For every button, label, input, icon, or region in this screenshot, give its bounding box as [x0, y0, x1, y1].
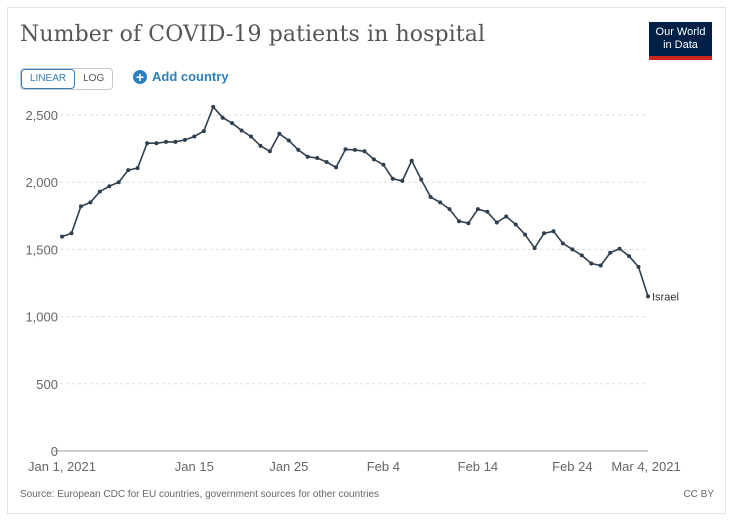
logo-line-2: in Data	[663, 39, 698, 51]
data-point	[466, 221, 471, 226]
linear-scale-button[interactable]: LINEAR	[21, 69, 76, 89]
data-point	[560, 241, 565, 246]
chart-frame	[7, 7, 726, 514]
data-point	[164, 139, 168, 144]
owid-logo[interactable]: Our World in Data	[649, 22, 712, 60]
data-point	[570, 247, 575, 252]
x-tick-label: Feb 14	[458, 459, 498, 474]
plus-circle-icon: +	[133, 69, 147, 84]
data-point	[145, 141, 150, 146]
data-point	[60, 234, 64, 239]
logo-line-1: Our World	[655, 26, 706, 38]
data-point	[362, 149, 367, 154]
data-point	[69, 231, 74, 236]
data-point	[230, 121, 235, 126]
x-tick-label: Jan 15	[175, 459, 214, 474]
data-point	[97, 189, 102, 194]
series-label: Israel	[652, 291, 679, 303]
data-point	[475, 207, 480, 212]
data-point	[532, 246, 537, 251]
data-point	[617, 246, 622, 251]
data-point	[523, 232, 528, 237]
y-tick-label: 2,000	[25, 175, 58, 190]
data-point	[107, 184, 112, 189]
data-point	[154, 141, 159, 146]
data-point	[324, 160, 329, 164]
data-point	[192, 134, 197, 139]
data-point	[78, 204, 83, 209]
data-point	[579, 253, 584, 258]
data-point	[182, 137, 187, 142]
data-point	[636, 264, 641, 269]
data-point	[211, 104, 216, 109]
data-point	[343, 147, 348, 152]
data-point	[457, 219, 461, 224]
x-tick-label: Feb 4	[367, 459, 400, 474]
data-point	[286, 138, 291, 143]
chart-title: Number of COVID-19 patients in hospital	[20, 22, 486, 47]
x-tick-label: Feb 24	[552, 459, 592, 474]
data-point	[551, 229, 556, 234]
data-point	[116, 180, 121, 185]
data-point	[419, 177, 424, 182]
data-point	[646, 294, 650, 299]
log-scale-button[interactable]: LOG	[83, 73, 105, 84]
source-note: Source: European CDC for EU countries, g…	[20, 489, 380, 500]
add-country-button[interactable]: + Add country	[133, 69, 229, 84]
data-point	[428, 195, 433, 199]
data-point	[88, 200, 93, 205]
data-point	[371, 157, 376, 162]
data-point	[608, 250, 613, 255]
data-point	[409, 158, 414, 163]
data-point	[485, 209, 490, 214]
data-point	[315, 156, 320, 160]
data-point	[173, 139, 178, 144]
data-point	[220, 115, 225, 120]
data-point	[267, 149, 272, 154]
logo-accent-bar	[649, 56, 712, 60]
data-point	[381, 162, 386, 167]
data-point	[542, 231, 546, 236]
y-tick-label: 2,500	[25, 108, 58, 123]
data-point	[296, 147, 301, 152]
x-tick-label: Jan 25	[269, 459, 308, 474]
scale-toggle: LINEAR LOG	[20, 68, 114, 90]
x-tick-label: Jan 1, 2021	[28, 459, 96, 474]
data-point	[400, 178, 405, 183]
data-point	[239, 128, 244, 133]
y-tick-label: 0	[51, 444, 58, 459]
data-point	[135, 166, 140, 171]
data-point	[249, 134, 253, 139]
data-point	[353, 147, 357, 152]
x-tick-label: Mar 4, 2021	[611, 459, 680, 474]
data-point	[494, 220, 499, 225]
y-tick-label: 1,500	[25, 242, 58, 257]
data-point	[334, 165, 339, 170]
y-tick-label: 1,000	[25, 310, 58, 325]
data-point	[390, 176, 395, 181]
data-point	[513, 222, 518, 227]
series-line	[61, 105, 649, 297]
data-point	[504, 214, 509, 219]
data-point	[438, 200, 443, 205]
data-point	[258, 143, 263, 148]
data-point	[627, 254, 632, 259]
y-tick-label: 500	[36, 377, 58, 392]
data-point	[589, 261, 594, 266]
add-country-label: Add country	[152, 69, 229, 84]
data-point	[598, 263, 603, 268]
data-point	[447, 207, 452, 212]
data-point	[277, 131, 282, 136]
license-link[interactable]: CC BY	[683, 489, 714, 500]
data-point	[201, 129, 206, 134]
data-point	[126, 168, 131, 173]
data-point	[305, 154, 310, 159]
